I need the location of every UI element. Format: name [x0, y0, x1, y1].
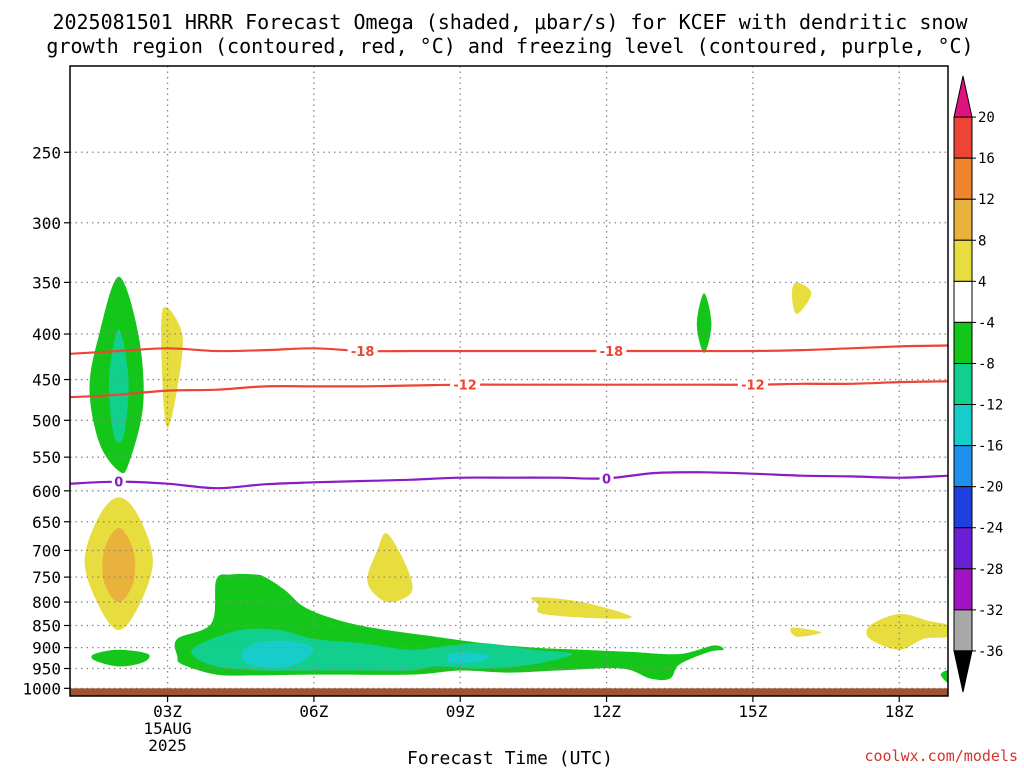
contour-label--12-2: -12 — [741, 379, 765, 394]
omega-region-17 — [940, 670, 948, 683]
colorbar-label-10: -20 — [978, 480, 1003, 496]
y-tick-label-1000: 1000 — [22, 679, 61, 698]
contour-line--12 — [70, 380, 948, 399]
x-tick-label-15Z: 15Z — [738, 702, 767, 721]
y-tick-label-900: 900 — [32, 639, 61, 658]
colorbar-bin-14 — [953, 609, 973, 652]
colorbar-label-2: 16 — [978, 151, 995, 167]
colorbar-label-11: -24 — [978, 521, 1003, 537]
contour-label--18-2: -18 — [600, 345, 624, 360]
x-tick-label-12Z: 12Z — [592, 702, 621, 721]
y-tick-label-400: 400 — [32, 325, 61, 344]
colorbar-bin-13 — [953, 568, 973, 611]
omega-region-3 — [161, 306, 183, 428]
colorbar-label-13: -32 — [978, 603, 1003, 619]
colorbar-bin-3 — [953, 157, 973, 200]
y-tick-label-750: 750 — [32, 568, 61, 587]
colorbar-label-5: 4 — [978, 274, 986, 290]
colorbar-bin-12 — [953, 527, 973, 570]
omega-region-2 — [102, 527, 136, 603]
colorbar-bin-7 — [953, 321, 973, 364]
plot-area — [70, 66, 948, 696]
contour-label--18-1: -18 — [351, 345, 375, 360]
chart-title-line-1: 2025081501 HRRR Forecast Omega (shaded, … — [52, 10, 968, 34]
colorbar-label-3: 12 — [978, 192, 995, 208]
y-tick-label-500: 500 — [32, 411, 61, 430]
x-tick-date: 15AUG — [143, 719, 191, 738]
contour-label-bg-0-2 — [599, 470, 614, 487]
omega-region-16 — [696, 293, 712, 353]
contour-label-bg-0-1 — [111, 473, 126, 490]
colorbar-bin-11 — [953, 486, 973, 529]
colorbar-label-9: -16 — [978, 439, 1003, 455]
ground-fill — [70, 688, 948, 696]
ground-layer — [70, 688, 948, 696]
y-tick-label-350: 350 — [32, 273, 61, 292]
y-tick-label-600: 600 — [32, 482, 61, 501]
colorbar-label-14: -36 — [978, 644, 1003, 660]
omega-region-5 — [530, 597, 632, 619]
y-tick-label-450: 450 — [32, 371, 61, 390]
contour-label-0-2: 0 — [602, 472, 611, 487]
colorbar-label-7: -8 — [978, 356, 995, 372]
y-tick-label-550: 550 — [32, 448, 61, 467]
x-tick-year: 2025 — [148, 736, 187, 755]
temperature-contours: -18 -18 -12 -12 0 0 — [70, 343, 948, 491]
colorbar-label-12: -28 — [978, 562, 1003, 578]
plot-grid — [70, 66, 948, 696]
omega-region-11 — [91, 649, 150, 667]
y-tick-label-650: 650 — [32, 513, 61, 532]
colorbar-bin-4 — [953, 198, 973, 241]
contour-label-bg--12-1 — [450, 376, 481, 393]
y-tick-label-800: 800 — [32, 593, 61, 612]
pressure-axis: 250 300 350 400 450 500 550 600 650 700 750 800 850 9… — [22, 143, 70, 698]
y-tick-label-250: 250 — [32, 143, 61, 162]
omega-colorbar: 20 16 12 8 4 -4 -8 -12 -16 -20 -24 -28 -32 -36 — [953, 75, 1003, 693]
x-tick-label-09Z: 09Z — [446, 702, 475, 721]
colorbar-bin-8 — [953, 362, 973, 406]
y-tick-label-950: 950 — [32, 660, 61, 679]
y-tick-label-850: 850 — [32, 616, 61, 635]
contour-label-0-1: 0 — [114, 476, 123, 491]
colorbar-label-8: -12 — [978, 398, 1003, 414]
plot-frame — [69, 65, 949, 697]
colorbar-bin-2 — [953, 116, 973, 159]
colorbar-bin-6 — [953, 280, 973, 323]
colorbar-bin-9 — [953, 404, 973, 447]
omega-region-8 — [866, 613, 948, 650]
x-tick-label-03Z: 03Z — [153, 702, 182, 721]
plot-border — [69, 65, 949, 697]
colorbar-label-4: 8 — [978, 233, 986, 249]
omega-region-15 — [447, 652, 490, 664]
omega-region-7 — [790, 627, 822, 637]
colorbar-bin-5 — [953, 239, 973, 282]
omega-region-6 — [791, 282, 812, 315]
contour-label--12-1: -12 — [453, 379, 477, 394]
contour-label-bg--18-2 — [596, 343, 627, 360]
plot-background — [70, 66, 948, 696]
omega-region-10 — [108, 329, 129, 443]
colorbar-label-1: 20 — [978, 110, 995, 126]
chart-title-line-2: growth region (contoured, red, °C) and f… — [46, 34, 973, 58]
contour-line-0 — [70, 471, 948, 490]
x-axis-label: Forecast Time (UTC) — [407, 748, 613, 768]
colorbar-bin-1 — [953, 75, 973, 118]
contour-label-bg--12-2 — [737, 376, 768, 393]
colorbar-label-6: -4 — [978, 315, 995, 331]
credit-text: coolwx.com/models — [864, 747, 1018, 765]
colorbar-bin-10 — [953, 445, 973, 488]
y-tick-label-300: 300 — [32, 214, 61, 233]
x-tick-label-18Z: 18Z — [885, 702, 914, 721]
contour-line--18 — [70, 344, 948, 355]
x-tick-label-06Z: 06Z — [299, 702, 328, 721]
contour-label-bg--18-1 — [347, 343, 378, 360]
y-tick-label-700: 700 — [32, 541, 61, 560]
colorbar-bin-15 — [953, 650, 973, 693]
